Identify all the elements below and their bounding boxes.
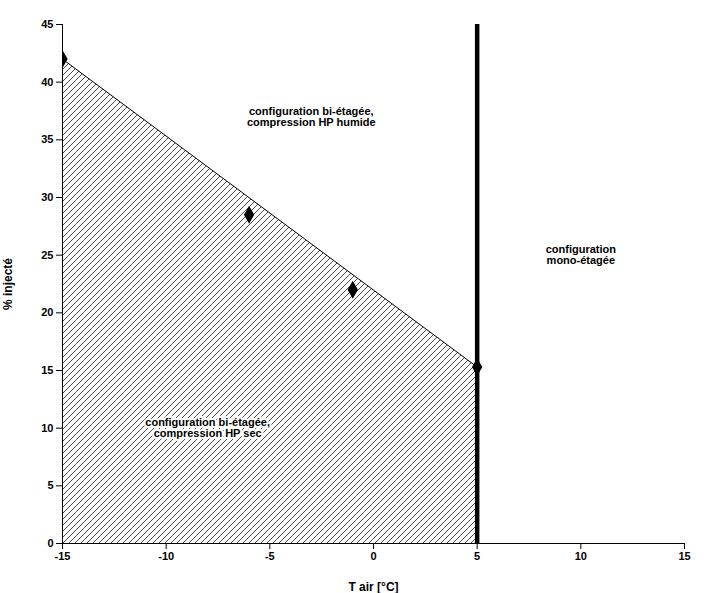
svg-text:0: 0 <box>370 550 376 562</box>
svg-text:T air [°C]: T air [°C] <box>348 580 398 593</box>
svg-text:45: 45 <box>41 18 53 30</box>
svg-text:15: 15 <box>678 550 690 562</box>
svg-text:5: 5 <box>474 550 480 562</box>
svg-text:configuration bi-étagée,compre: configuration bi-étagée,compression HP s… <box>145 416 270 439</box>
svg-text:30: 30 <box>41 191 53 203</box>
svg-text:15: 15 <box>41 364 53 376</box>
svg-text:-15: -15 <box>55 550 71 562</box>
svg-text:configuration bi-étagée,compre: configuration bi-étagée,compression HP h… <box>247 105 376 128</box>
svg-text:% injecté: % injecté <box>1 258 15 310</box>
svg-text:10: 10 <box>41 422 53 434</box>
svg-text:-5: -5 <box>265 550 275 562</box>
svg-text:configurationmono-étagée: configurationmono-étagée <box>546 243 617 266</box>
svg-text:10: 10 <box>575 550 587 562</box>
svg-text:-10: -10 <box>158 550 174 562</box>
svg-text:0: 0 <box>47 537 53 549</box>
svg-text:40: 40 <box>41 76 53 88</box>
svg-text:35: 35 <box>41 133 53 145</box>
svg-text:5: 5 <box>47 479 53 491</box>
svg-text:25: 25 <box>41 249 53 261</box>
svg-text:20: 20 <box>41 306 53 318</box>
